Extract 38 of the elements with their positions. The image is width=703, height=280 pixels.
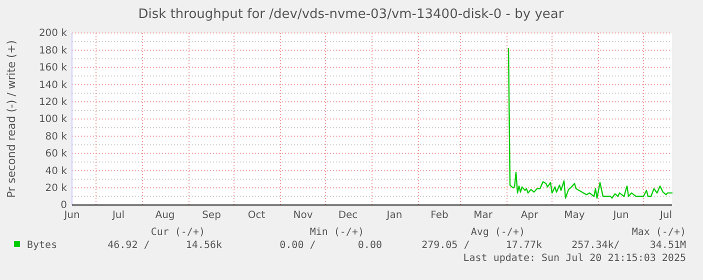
x-tick-label: Jun <box>612 210 629 222</box>
text: 46.92 / 14.56k <box>108 240 222 251</box>
y-tick-label: 200 k <box>38 28 68 40</box>
y-tick-label: 180 k <box>38 45 68 56</box>
y-tick-label: 120 k <box>38 97 68 108</box>
text: 257.34k/ 34.51M <box>572 240 686 251</box>
x-tick-label: Dec <box>338 210 358 222</box>
y-tick-label: 60 k <box>45 148 68 160</box>
chart-title: Disk throughput for /dev/vds-nvme-03/vm-13400-disk-0 - by year <box>138 7 564 22</box>
x-tick-label: Aug <box>155 210 175 222</box>
text: 0.00 / 0.00 <box>280 240 382 251</box>
y-tick-label: 80 k <box>45 131 68 142</box>
y-tick-label: 40 k <box>45 166 68 177</box>
text: Max (-/+) <box>632 227 686 238</box>
x-tick-label: Jan <box>386 210 402 222</box>
line-series <box>508 48 673 199</box>
x-tick-label: Jul <box>111 210 125 222</box>
x-tick-label: Oct <box>248 210 266 222</box>
x-tick-label: Nov <box>293 210 313 222</box>
y-tick-label: 160 k <box>38 62 68 74</box>
text: Last update: Sun Jul 20 21:15:03 2025 <box>463 253 686 264</box>
y-tick-label: 20 k <box>45 183 68 194</box>
y-tick-label: 0 <box>60 200 67 212</box>
text: Cur (-/+) <box>150 227 205 238</box>
x-tick-label: Jul <box>658 210 672 222</box>
y-axis-title: Pr second read (-) / write (+) <box>5 40 18 198</box>
x-tick-label: Sep <box>202 210 221 222</box>
text: Min (-/+) <box>310 227 364 238</box>
x-tick-label: May <box>564 210 585 222</box>
text: 279.05 / 17.77k <box>422 240 542 251</box>
x-tick-label: Feb <box>430 210 448 222</box>
x-tick-label: Mar <box>474 210 494 222</box>
y-tick-label: 100 k <box>38 114 68 126</box>
legend-label: Bytes <box>27 240 58 251</box>
text: Avg (-/+) <box>470 227 525 238</box>
x-tick-label: Apr <box>520 210 540 222</box>
y-tick-label: 140 k <box>38 80 68 91</box>
x-tick-label: Jun <box>63 210 80 222</box>
